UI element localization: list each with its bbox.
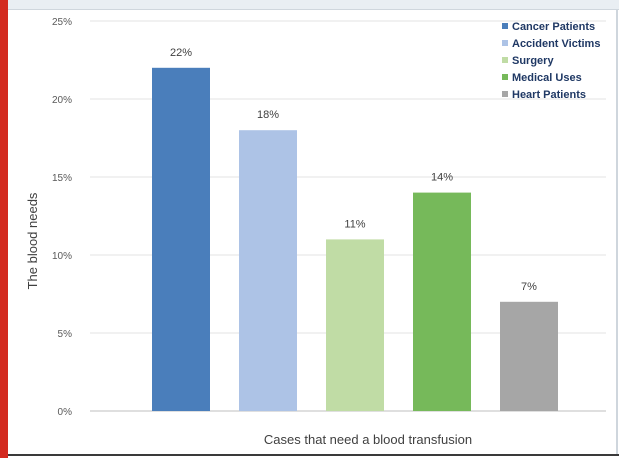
y-tick-label: 15% bbox=[52, 173, 72, 184]
data-label: 14% bbox=[431, 172, 453, 184]
data-label: 11% bbox=[344, 218, 365, 230]
legend-swatch bbox=[502, 91, 508, 97]
y-tick-label: 10% bbox=[52, 251, 72, 262]
bars bbox=[152, 67, 558, 412]
right-border bbox=[616, 9, 618, 455]
bar bbox=[413, 192, 471, 411]
y-tick-label: 25% bbox=[52, 17, 72, 28]
y-tick-labels: 0% 5% 10% 15% 20% 25% bbox=[52, 17, 72, 418]
legend-label: Cancer Patients bbox=[512, 21, 595, 33]
legend-label: Accident Victims bbox=[512, 38, 600, 50]
legend-label: Heart Patients bbox=[512, 89, 586, 101]
data-labels: 22% 18% 11% 14% 7% bbox=[170, 47, 537, 293]
bar bbox=[239, 130, 297, 411]
legend-swatch bbox=[502, 57, 508, 63]
bar bbox=[500, 301, 558, 411]
data-label: 22% bbox=[170, 47, 192, 59]
legend-label: Medical Uses bbox=[512, 72, 582, 84]
bottom-border bbox=[8, 454, 619, 456]
left-accent-bar bbox=[0, 0, 8, 458]
legend-label: Surgery bbox=[512, 55, 554, 67]
data-label: 7% bbox=[521, 281, 537, 293]
top-strip bbox=[8, 0, 619, 10]
legend: Cancer Patients Accident Victims Surgery Me… bbox=[502, 21, 600, 101]
bar bbox=[152, 67, 210, 412]
legend-swatch bbox=[502, 40, 508, 46]
legend-swatch bbox=[502, 74, 508, 80]
legend-swatch bbox=[502, 23, 508, 29]
data-label: 18% bbox=[257, 109, 279, 121]
y-tick-label: 5% bbox=[58, 329, 73, 340]
y-tick-label: 20% bbox=[52, 95, 72, 106]
x-axis-title: Cases that need a blood transfusion bbox=[264, 432, 472, 447]
y-axis-title: The blood needs bbox=[25, 192, 40, 289]
bar bbox=[326, 239, 384, 411]
y-tick-label: 0% bbox=[58, 407, 73, 418]
